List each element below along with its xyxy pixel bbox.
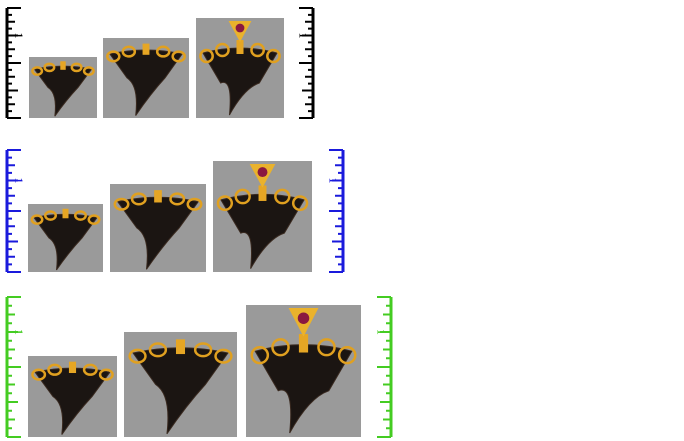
gold-cap [31, 368, 47, 381]
gold-cap [30, 214, 44, 225]
gold-cap [234, 188, 251, 205]
gold-bail [154, 190, 162, 203]
gold-cap [148, 342, 168, 358]
gem [257, 167, 268, 178]
gold-cap [47, 363, 63, 376]
gold-cap [74, 210, 87, 221]
gold-bail [236, 40, 244, 54]
gem [297, 312, 310, 324]
gold-cap [171, 50, 186, 63]
gold-cap [31, 66, 44, 76]
ruler-label: 1 [326, 178, 338, 184]
gold-cap [186, 197, 203, 211]
gold-bail [68, 361, 77, 374]
gold-cap [193, 342, 213, 358]
gold-cap [291, 195, 309, 212]
gold-cap [121, 45, 137, 58]
gold-bail [175, 339, 186, 355]
gold-bail [258, 185, 267, 201]
gold-cap [214, 348, 233, 364]
gold-cap [250, 42, 266, 58]
ruler-label: 1 [374, 329, 386, 335]
gold-cap [70, 62, 83, 73]
gold-cap [216, 195, 234, 212]
gold-cap [250, 345, 270, 365]
gold-cap [169, 192, 186, 206]
gold-cap [106, 50, 121, 63]
gold-bail [298, 334, 309, 353]
gold-cap [266, 48, 281, 64]
gold-cap [155, 45, 171, 58]
gold-bail [62, 208, 69, 219]
gold-cap [274, 188, 291, 205]
gold-cap [98, 368, 114, 381]
gold-cap [128, 348, 147, 364]
gem [235, 23, 245, 33]
gold-cap [317, 338, 336, 357]
gold-cap [214, 42, 230, 58]
gold-cap [271, 338, 290, 357]
gold-cap [44, 210, 57, 221]
ruler-label: 1 [12, 178, 24, 184]
gold-cap [113, 197, 130, 211]
gold-cap [87, 214, 101, 225]
gold-cap [82, 66, 95, 76]
ruler-label: 1 [296, 33, 308, 39]
gold-cap [82, 363, 98, 376]
gold-cap [337, 345, 357, 365]
gold-bail [60, 61, 66, 70]
gold-cap [43, 62, 56, 73]
ruler-label: 1 [12, 33, 24, 39]
gold-cap [130, 192, 147, 206]
ruler-label: 1 [12, 329, 24, 335]
gold-cap [199, 48, 214, 64]
gold-bail [142, 43, 150, 55]
